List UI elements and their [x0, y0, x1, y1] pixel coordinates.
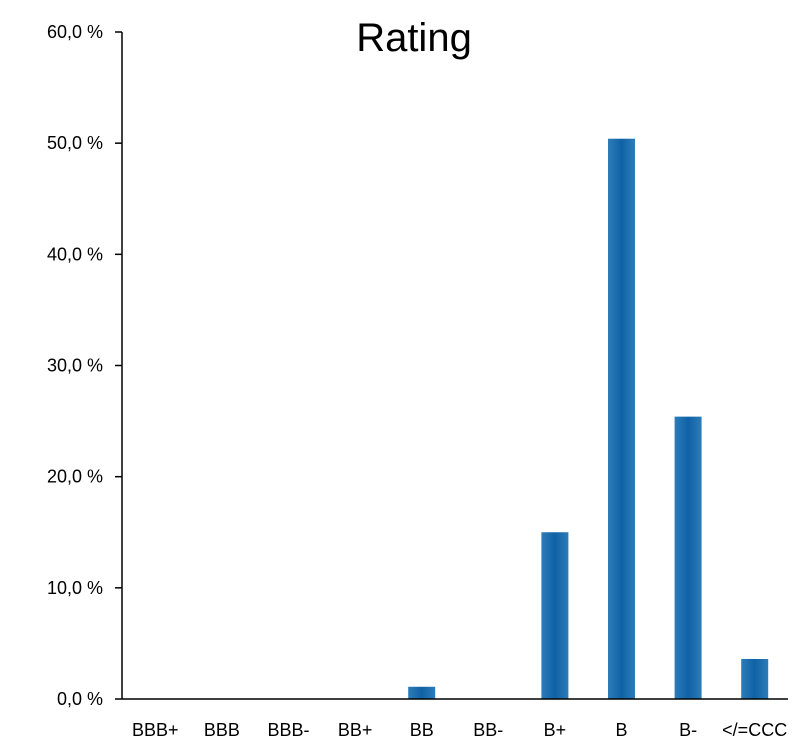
y-tick-label: 10,0 % — [47, 578, 103, 598]
y-tick-label: 20,0 % — [47, 467, 103, 487]
x-tick-label: B — [615, 720, 627, 740]
y-tick-label: 50,0 % — [47, 133, 103, 153]
bar — [675, 417, 702, 699]
x-tick-label: BB+ — [338, 720, 373, 740]
x-axis-ticks: BBB+ BBB BBB- BB+ BB BB- B+ B B- </=CCC — [132, 720, 787, 740]
x-tick-label: BB- — [473, 720, 503, 740]
chart-title: Rating — [356, 16, 472, 60]
y-axis-ticks: 0,0 % 10,0 % 20,0 % 30,0 % 40,0 % 50,0 % 60,0 … — [47, 22, 122, 709]
y-tick-label: 40,0 % — [47, 244, 103, 264]
bar — [741, 659, 768, 699]
bar — [608, 139, 635, 699]
x-tick-label: BB — [410, 720, 434, 740]
bar — [408, 687, 435, 699]
x-tick-label: </=CCC — [722, 720, 787, 740]
y-tick-label: 60,0 % — [47, 22, 103, 42]
bar — [541, 532, 568, 699]
x-tick-label: BBB — [204, 720, 240, 740]
y-tick-label: 30,0 % — [47, 356, 103, 376]
x-tick-label: BBB+ — [132, 720, 179, 740]
bar-series — [408, 139, 768, 699]
x-tick-label: BBB- — [267, 720, 309, 740]
x-tick-label: B+ — [544, 720, 567, 740]
x-tick-label: B- — [679, 720, 697, 740]
y-tick-label: 0,0 % — [57, 689, 103, 709]
